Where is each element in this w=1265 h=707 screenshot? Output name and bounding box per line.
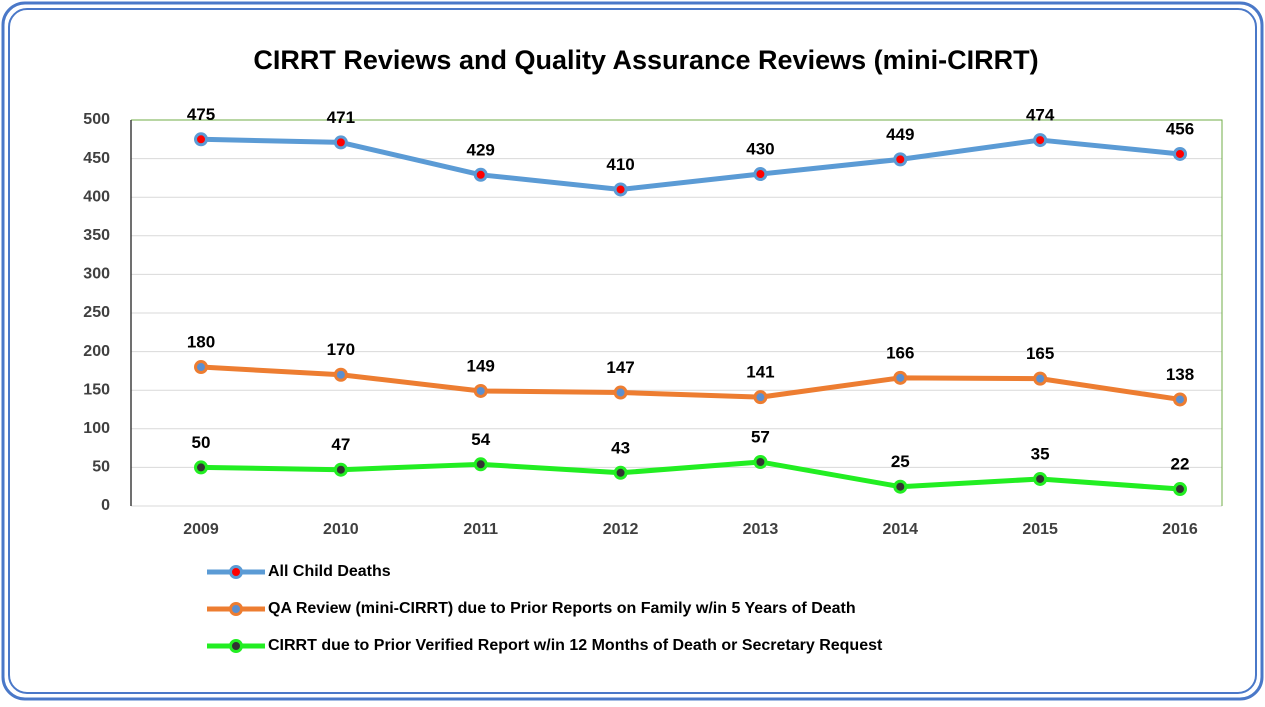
marker [333, 135, 348, 150]
inner-border [8, 8, 1257, 694]
data-label: 456 [1166, 119, 1194, 138]
data-label: 430 [746, 140, 774, 159]
marker [893, 152, 908, 167]
data-label: 50 [192, 433, 211, 452]
y-tick-label: 250 [83, 304, 110, 321]
marker [613, 182, 628, 197]
data-label: 471 [327, 108, 355, 127]
marker [1033, 471, 1048, 486]
legend-marker [229, 639, 243, 653]
marker [333, 462, 348, 477]
y-tick-label: 150 [83, 381, 110, 398]
x-tick-label: 2016 [1162, 521, 1198, 538]
marker [473, 167, 488, 182]
data-label: 141 [746, 363, 774, 382]
y-tick-label: 200 [83, 343, 110, 360]
y-tick-label: 50 [92, 459, 110, 476]
x-tick-label: 2010 [323, 521, 359, 538]
data-label: 35 [1031, 444, 1050, 463]
data-label: 147 [606, 358, 634, 377]
marker [194, 460, 208, 475]
marker [1033, 133, 1048, 148]
legend-marker [229, 602, 243, 616]
series-line [200, 364, 1181, 402]
x-tick-label: 2013 [743, 521, 779, 538]
y-tick-label: 100 [83, 420, 110, 437]
marker [893, 479, 908, 494]
data-label: 410 [606, 155, 634, 174]
x-tick-label: 2011 [463, 521, 498, 538]
y-tick-label: 0 [101, 497, 110, 514]
marker [473, 457, 488, 472]
marker [1173, 146, 1187, 161]
y-tick-label: 500 [83, 111, 110, 128]
marker [753, 454, 768, 469]
marker [613, 385, 628, 400]
data-label: 22 [1171, 455, 1190, 474]
data-label: 165 [1026, 344, 1054, 363]
marker [1173, 392, 1187, 407]
y-tick-label: 450 [83, 150, 110, 167]
chart-title: CIRRT Reviews and Quality Assurance Revi… [253, 45, 1038, 75]
data-label: 474 [1026, 106, 1055, 125]
marker [613, 465, 628, 480]
data-label: 57 [751, 427, 770, 446]
y-tick-label: 350 [83, 227, 110, 244]
data-label: 54 [471, 430, 490, 449]
data-label: 180 [187, 333, 215, 352]
x-tick-label: 2015 [1022, 521, 1058, 538]
data-label: 429 [467, 140, 495, 159]
legend-marker [229, 565, 243, 579]
data-label: 166 [886, 343, 914, 362]
legend-label: All Child Deaths [268, 563, 391, 580]
x-tick-label: 2012 [603, 521, 639, 538]
x-tick-label: 2009 [183, 521, 219, 538]
marker [194, 360, 208, 375]
series-line [200, 136, 1181, 192]
legend-label: QA Review (mini-CIRRT) due to Prior Repo… [268, 600, 856, 617]
data-label: 149 [467, 356, 495, 375]
data-label: 47 [331, 435, 350, 454]
marker [1173, 482, 1187, 497]
data-label: 475 [187, 105, 215, 124]
marker [753, 167, 768, 182]
data-label: 138 [1166, 365, 1194, 384]
y-tick-label: 300 [83, 266, 110, 283]
marker [1033, 371, 1048, 386]
marker [194, 132, 208, 147]
marker [473, 383, 488, 398]
y-tick-label: 400 [83, 188, 110, 205]
series-line [200, 459, 1181, 492]
marker [333, 367, 348, 382]
marker [753, 390, 768, 405]
x-tick-label: 2014 [882, 521, 918, 538]
plot-border [131, 119, 1223, 506]
legend-label: CIRRT due to Prior Verified Report w/in … [268, 637, 883, 654]
data-label: 43 [611, 438, 630, 457]
data-label: 170 [327, 340, 355, 359]
data-label: 25 [891, 452, 910, 471]
data-label: 449 [886, 125, 914, 144]
marker [893, 370, 908, 385]
